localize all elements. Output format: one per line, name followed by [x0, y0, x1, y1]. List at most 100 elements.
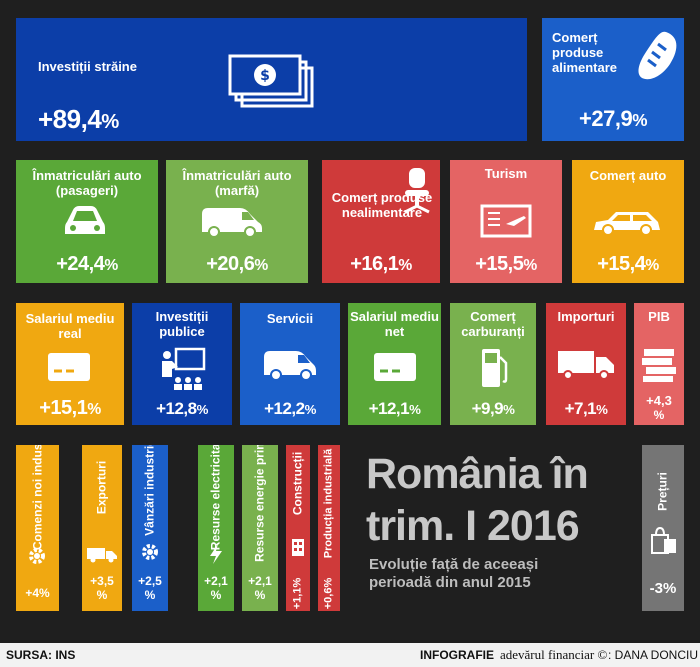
- tile-salariul-net: Salariul mediu net +12,1%: [348, 303, 441, 425]
- tile-unit: %: [96, 588, 108, 602]
- headline-line2: trim. I 2016: [366, 502, 580, 550]
- delivery-van-icon: [264, 351, 316, 381]
- tile-value: +7,1%: [564, 399, 608, 418]
- truck-icon: [558, 351, 614, 380]
- headline-line1: România în: [366, 450, 589, 498]
- tile-comert-carburanti: Comerț carburanți +9,9%: [450, 303, 536, 425]
- tile-unit: %: [210, 588, 222, 602]
- money-stack-icon: [642, 349, 676, 382]
- tile-value: +24,4%: [56, 253, 118, 275]
- tile-value: +4,3: [646, 393, 672, 408]
- tile-inmatriculari-marfa: Înmatriculări auto (marfă) +20,6%: [166, 160, 308, 283]
- tile-comert-alimentare: Comerț produse alimentare +27,9%: [542, 18, 684, 141]
- tile-value: +2,1: [204, 574, 228, 588]
- subtitle-line2: perioadă din anul 2015: [369, 574, 531, 591]
- tile-comert-auto: Comerț auto +15,4%: [572, 160, 684, 283]
- fuel-pump-icon: [482, 349, 508, 387]
- footer-brand: adevărul financiar ©: [500, 647, 608, 662]
- tile-label: Comenzi noi industrie: [30, 445, 44, 551]
- tile-label: Comerț carburanți: [461, 309, 525, 339]
- presentation-icon: [162, 347, 206, 390]
- tile-value: +1,1%: [291, 577, 304, 610]
- truck-icon: [87, 548, 117, 563]
- tile-label: Comerț auto: [589, 168, 667, 183]
- tile-preturi: Prețuri -3%: [642, 445, 684, 611]
- building-icon: [292, 539, 304, 556]
- tile-label: Construcții: [290, 451, 305, 516]
- footer-infografie: INFOGRAFIE: [420, 648, 494, 662]
- tile-constructii: Construcții +1,1%: [286, 445, 310, 611]
- tile-value: +2,1: [248, 574, 272, 588]
- tile-label: Înmatriculări auto (pasageri): [32, 168, 142, 198]
- bread-icon: [638, 31, 677, 80]
- tile-label: Importuri: [557, 309, 615, 324]
- tile-label: Servicii: [266, 311, 314, 326]
- tile-inmatriculari-pasageri: Înmatriculări auto (pasageri) +24,4%: [16, 160, 158, 283]
- tile-resurse-energie: Resurse energie primară +2,1 %: [242, 445, 278, 611]
- tile-value: +20,6%: [206, 253, 268, 275]
- tile-exporturi: Exporturi +3,5 %: [82, 445, 122, 611]
- tile-turism: Turism +15,5%: [450, 160, 562, 283]
- headline-subtitle: Evoluție față de aceeași perioadă din an…: [369, 556, 538, 592]
- tile-label: Investiții străine: [38, 59, 137, 74]
- tile-importuri: Importuri +7,1%: [546, 303, 626, 425]
- tile-resurse-electricitate: Resurse electricitate +2,1 %: [198, 445, 234, 611]
- tile-label: Resurse energie primară: [252, 445, 267, 562]
- tile-value: +15,1%: [39, 397, 101, 419]
- tile-investitii-publice: Investiții publice +12,8%: [132, 303, 232, 425]
- tile-value: +15,4%: [597, 253, 659, 275]
- tile-value: +3,5: [90, 574, 114, 588]
- tile-value: +16,1%: [350, 253, 412, 275]
- gear-icon: [142, 544, 158, 560]
- tile-label: Comerț produse alimentare: [552, 30, 618, 75]
- tile-unit: %: [653, 408, 665, 422]
- tile-value: +12,8%: [156, 399, 208, 418]
- tile-productia: Producția industrială +0,6%: [318, 445, 340, 611]
- tile-label: Resurse electricitate: [208, 445, 223, 551]
- footer: SURSA: INS INFOGRAFIE adevărul financiar…: [0, 643, 700, 667]
- van-icon: [202, 208, 262, 238]
- tile-pib: PIB +4,3 %: [634, 303, 684, 425]
- tile-value: +89,4%: [38, 104, 119, 134]
- gear-icon: [29, 548, 45, 564]
- tile-vanzari: Vânzări industrie +2,5 %: [132, 445, 168, 611]
- tile-investitii-straine: Investiții străine +89,4% $: [16, 18, 527, 141]
- svg-text:$: $: [260, 68, 270, 84]
- tile-value: +4%: [25, 586, 50, 600]
- tile-salariul-real: Salariul mediu real +15,1%: [16, 303, 124, 425]
- tile-unit: %: [254, 588, 266, 602]
- tile-value: +9,9%: [471, 399, 515, 418]
- subtitle-line1: Evoluție față de aceeași: [369, 556, 539, 573]
- tile-unit: %: [144, 588, 156, 602]
- tile-label: Turism: [484, 166, 528, 181]
- tile-value: +0,6%: [322, 577, 335, 610]
- shopping-bag-icon: [651, 526, 676, 554]
- headline-title: România în trim. I 2016: [366, 448, 589, 552]
- footer-source: SURSA: INS: [6, 648, 76, 662]
- plane-ticket-icon: [480, 204, 532, 238]
- tile-label: Exporturi: [94, 460, 109, 515]
- footer-author: : DANA DONCIU: [608, 648, 699, 662]
- tile-value: +12,1%: [368, 399, 421, 418]
- station-wagon-icon: [594, 212, 660, 236]
- tile-label: Producția industrială: [322, 448, 335, 559]
- tile-comert-nealimentare: Comerț produse nealimentare +16,1%: [322, 160, 440, 283]
- tile-label: Salariul mediu real: [25, 311, 115, 341]
- office-chair-icon: [404, 168, 430, 214]
- tile-label: Salariul mediu net: [350, 309, 439, 339]
- tile-value: -3%: [649, 580, 677, 597]
- tile-value: +27,9%: [579, 106, 647, 131]
- tile-label: Prețuri: [655, 472, 670, 511]
- tile-servicii: Servicii +12,2%: [240, 303, 340, 425]
- tile-value: +12,2%: [264, 399, 316, 418]
- tile-label: PIB: [648, 309, 670, 324]
- card-icon: [48, 353, 90, 381]
- tile-value: +15,5%: [475, 253, 537, 275]
- card-icon: [374, 353, 416, 381]
- tile-label: Investiții publice: [155, 309, 209, 339]
- tile-label: Vânzări industrie: [142, 445, 157, 536]
- money-bills-icon: $: [228, 54, 314, 108]
- tile-label: Înmatriculări auto (marfă): [182, 168, 292, 198]
- tile-value: +2,5: [138, 574, 162, 588]
- car-icon: [65, 206, 105, 234]
